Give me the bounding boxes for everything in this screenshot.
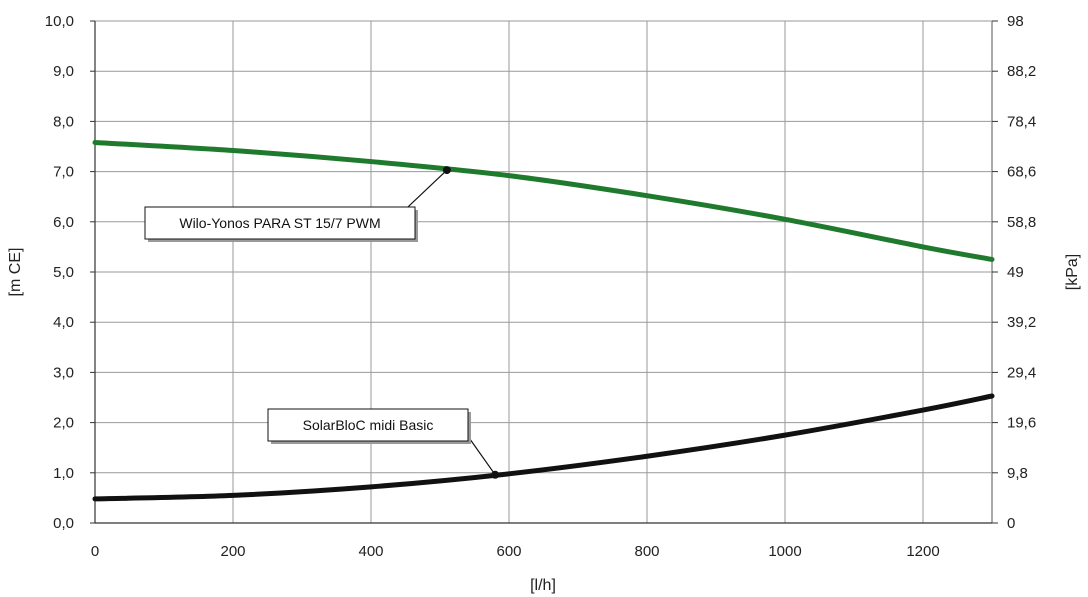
y-tick-label: 9,0 [53, 63, 74, 80]
y2-tick-label: 29,4 [1007, 364, 1036, 381]
y-tick-label: 1,0 [53, 465, 74, 482]
y2-axis-title: [kPa] [1064, 254, 1081, 290]
y2-tick-label: 68,6 [1007, 164, 1036, 181]
y2-tick-label: 0 [1007, 515, 1015, 532]
callouts: Wilo-Yonos PARA ST 15/7 PWM SolarBloC mid… [144, 166, 500, 479]
callout-box-0 [144, 206, 416, 240]
callout-box-1 [267, 408, 469, 442]
callout-point-0 [442, 166, 451, 175]
callout-point-1 [491, 470, 500, 479]
y2-tick-label: 49 [1007, 264, 1024, 281]
series-line-1 [92, 393, 995, 502]
y-tick-label: 7,0 [53, 164, 74, 181]
y-tick-label: 10,0 [45, 13, 74, 30]
y2-tick-label: 88,2 [1007, 63, 1036, 80]
y-tick-label: 2,0 [53, 415, 74, 432]
y-tick-label: 5,0 [53, 264, 74, 281]
series-lines [92, 139, 995, 502]
y2-tick-label: 39,2 [1007, 314, 1036, 331]
y2-tick-label: 9,8 [1007, 465, 1028, 482]
y-tick-label: 0,0 [53, 515, 74, 532]
x-axis-title: [l/h] [530, 577, 556, 594]
x-tick-label: 1200 [906, 543, 939, 560]
x-tick-label: 600 [496, 543, 521, 560]
x-tick-label: 200 [220, 543, 245, 560]
series-line-0 [92, 139, 995, 262]
y2-tick-label: 78,4 [1007, 113, 1036, 130]
y-tick-label: 6,0 [53, 214, 74, 231]
callout-label-0: Wilo-Yonos PARA ST 15/7 PWM [179, 215, 380, 231]
y-axis-title: [m CE] [7, 248, 24, 297]
x-tick-label: 800 [634, 543, 659, 560]
y2-tick-label: 58,8 [1007, 214, 1036, 231]
y-tick-label: 8,0 [53, 113, 74, 130]
callout-label-1: SolarBloC midi Basic [303, 417, 434, 433]
x-tick-label: 400 [358, 543, 383, 560]
x-tick-label: 0 [91, 543, 99, 560]
y-tick-label: 4,0 [53, 314, 74, 331]
axes: 0 200 400 600 800 1000 1200 0,0 1,0 2,0 3,0 4,0 5,0 6… [45, 13, 1036, 560]
y2-tick-label: 19,6 [1007, 415, 1036, 432]
y2-tick-label: 98 [1007, 13, 1024, 30]
y-tick-label: 3,0 [53, 364, 74, 381]
grid-lines [94, 20, 993, 524]
x-tick-label: 1000 [768, 543, 801, 560]
